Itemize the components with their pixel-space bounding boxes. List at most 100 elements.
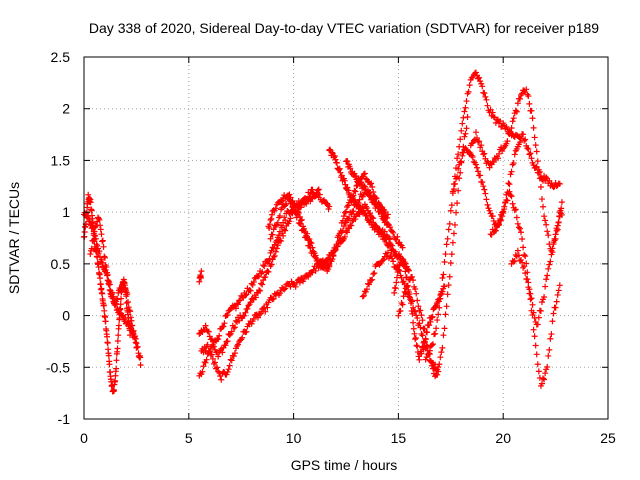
- data-point: [532, 342, 539, 349]
- data-point: [332, 156, 339, 163]
- data-point: [440, 332, 447, 339]
- data-point: [301, 276, 308, 283]
- data-point: [270, 295, 277, 302]
- data-point: [435, 364, 442, 371]
- data-point: [414, 315, 421, 322]
- data-point: [521, 263, 528, 270]
- data-point: [361, 170, 368, 177]
- data-point: [536, 175, 543, 182]
- data-point: [535, 314, 542, 321]
- data-point: [105, 277, 112, 284]
- series-arc-2: [81, 209, 144, 369]
- data-point: [410, 319, 417, 326]
- data-point: [130, 327, 137, 334]
- data-point: [512, 107, 519, 114]
- data-point: [400, 293, 407, 300]
- data-point: [474, 134, 480, 141]
- data-point: [344, 158, 351, 165]
- data-point: [354, 199, 361, 206]
- data-point: [350, 198, 357, 205]
- data-point: [426, 357, 433, 364]
- data-point: [306, 235, 313, 242]
- data-point: [104, 339, 111, 346]
- data-point: [256, 287, 263, 294]
- data-point: [88, 245, 95, 252]
- data-point: [96, 216, 103, 223]
- data-point: [362, 175, 369, 182]
- data-point: [343, 208, 349, 215]
- x-tick-label: 20: [495, 430, 511, 446]
- data-point: [104, 333, 111, 340]
- data-point: [283, 200, 290, 207]
- data-point: [514, 220, 521, 227]
- data-point: [390, 247, 397, 254]
- data-point: [457, 159, 464, 166]
- data-point: [416, 320, 423, 327]
- data-point: [242, 292, 249, 299]
- data-point: [439, 344, 446, 351]
- data-point: [489, 109, 496, 116]
- data-point: [267, 217, 274, 224]
- data-point: [329, 149, 336, 156]
- data-point: [531, 333, 538, 340]
- data-point: [307, 239, 314, 246]
- data-point: [480, 151, 487, 158]
- data-point: [444, 291, 451, 298]
- data-point: [429, 365, 436, 372]
- data-point: [510, 115, 517, 122]
- data-point: [331, 153, 338, 160]
- data-point: [106, 286, 113, 293]
- data-point: [442, 311, 449, 318]
- data-point: [282, 217, 289, 224]
- data-point: [337, 227, 344, 234]
- data-point: [124, 291, 131, 298]
- data-point: [208, 351, 215, 358]
- data-point: [533, 351, 540, 358]
- data-point: [533, 148, 540, 155]
- data-point: [553, 298, 560, 305]
- data-point: [115, 307, 122, 314]
- axis-ticks: 0 5 10 15 20 25 -1 -0.5 0 0.5 1 1.5 2 2.5: [46, 49, 616, 446]
- data-point: [408, 308, 415, 315]
- data-point: [333, 242, 340, 249]
- data-point: [268, 261, 275, 268]
- data-point: [198, 274, 205, 281]
- data-point: [458, 127, 465, 134]
- data-point: [506, 188, 513, 195]
- data-point: [518, 256, 525, 263]
- data-point: [441, 259, 448, 265]
- plot-frame: [83, 56, 609, 420]
- data-point: [513, 214, 520, 221]
- data-point: [367, 210, 374, 217]
- data-point: [250, 279, 257, 286]
- data-point: [268, 215, 275, 222]
- data-point: [204, 341, 211, 348]
- data-point: [426, 322, 433, 329]
- data-point: [298, 216, 305, 223]
- data-point: [556, 282, 563, 289]
- data-point: [97, 254, 104, 261]
- data-point: [457, 136, 464, 143]
- data-point: [380, 232, 387, 239]
- data-point: [380, 256, 387, 263]
- data-point: [458, 158, 465, 165]
- data-point: [389, 242, 396, 249]
- data-point: [250, 316, 257, 323]
- data-point: [368, 180, 375, 187]
- data-point: [133, 344, 140, 351]
- data-point: [554, 291, 561, 298]
- data-point: [550, 310, 557, 317]
- data-point: [498, 217, 505, 224]
- data-point: [532, 165, 539, 172]
- data-point: [519, 235, 526, 242]
- data-point: [462, 130, 469, 137]
- data-point: [512, 206, 519, 213]
- data-point: [486, 164, 493, 171]
- data-point: [441, 325, 448, 332]
- data-point: [361, 183, 368, 190]
- data-point: [524, 145, 531, 152]
- data-point: [515, 252, 522, 259]
- data-point: [262, 308, 269, 315]
- data-point: [429, 341, 436, 348]
- data-point: [520, 131, 527, 138]
